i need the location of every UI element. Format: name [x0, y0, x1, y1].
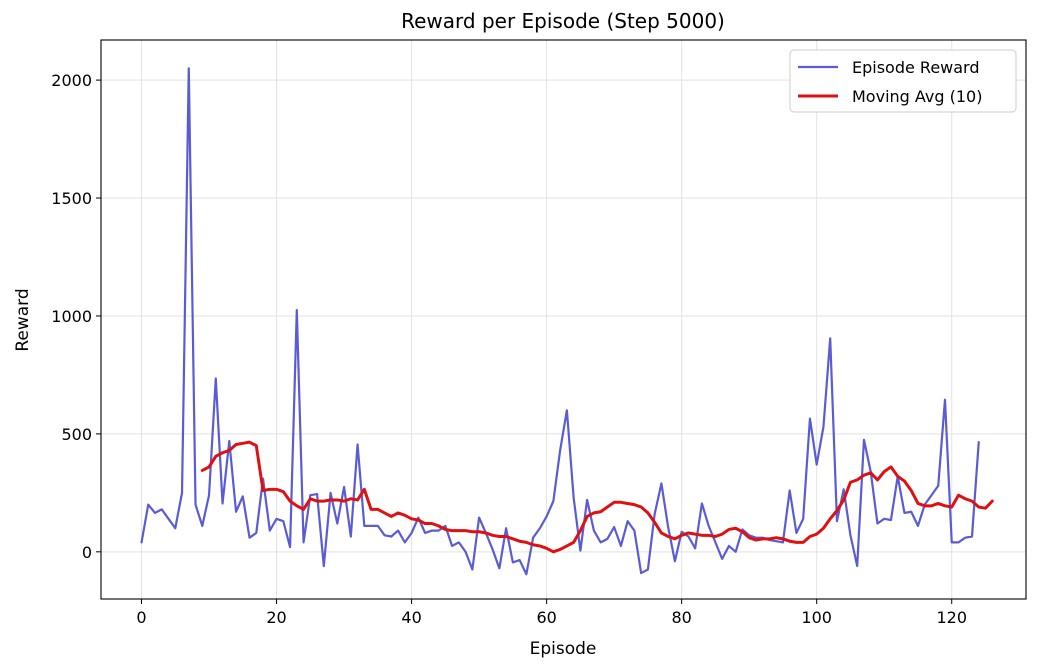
plot-frame [100, 39, 1027, 600]
x-tick-label: 20 [266, 608, 286, 627]
legend-box [789, 49, 1017, 113]
axis-ticks: 0 20 40 60 80 100 120 0 500 1000 1500 2000 [51, 71, 967, 627]
y-tick-label: 0 [82, 543, 92, 562]
y-tick-label: 1500 [51, 189, 92, 208]
x-tick-label: 60 [536, 608, 556, 627]
x-tick-label: 100 [801, 608, 832, 627]
chart-title: Reward per Episode (Step 5000) [401, 9, 725, 33]
y-axis-title: Reward [13, 288, 33, 351]
legend: Episode Reward Moving Avg (10) [789, 49, 1017, 113]
x-tick-label: 120 [936, 608, 967, 627]
y-tick-label: 2000 [51, 71, 92, 90]
x-axis-title: Episode [530, 639, 597, 659]
series-episode-reward-line [140, 67, 980, 576]
series-layer [140, 67, 994, 576]
grid [101, 40, 1026, 599]
x-tick-label: 80 [671, 608, 691, 627]
legend-label-episode-reward: Episode Reward [852, 58, 980, 77]
y-tick-label: 500 [61, 425, 92, 444]
x-tick-label: 40 [401, 608, 421, 627]
legend-label-moving-avg: Moving Avg (10) [852, 87, 982, 106]
series-moving-avg-line [200, 440, 994, 554]
y-tick-label: 1000 [51, 307, 92, 326]
x-tick-label: 0 [136, 608, 146, 627]
